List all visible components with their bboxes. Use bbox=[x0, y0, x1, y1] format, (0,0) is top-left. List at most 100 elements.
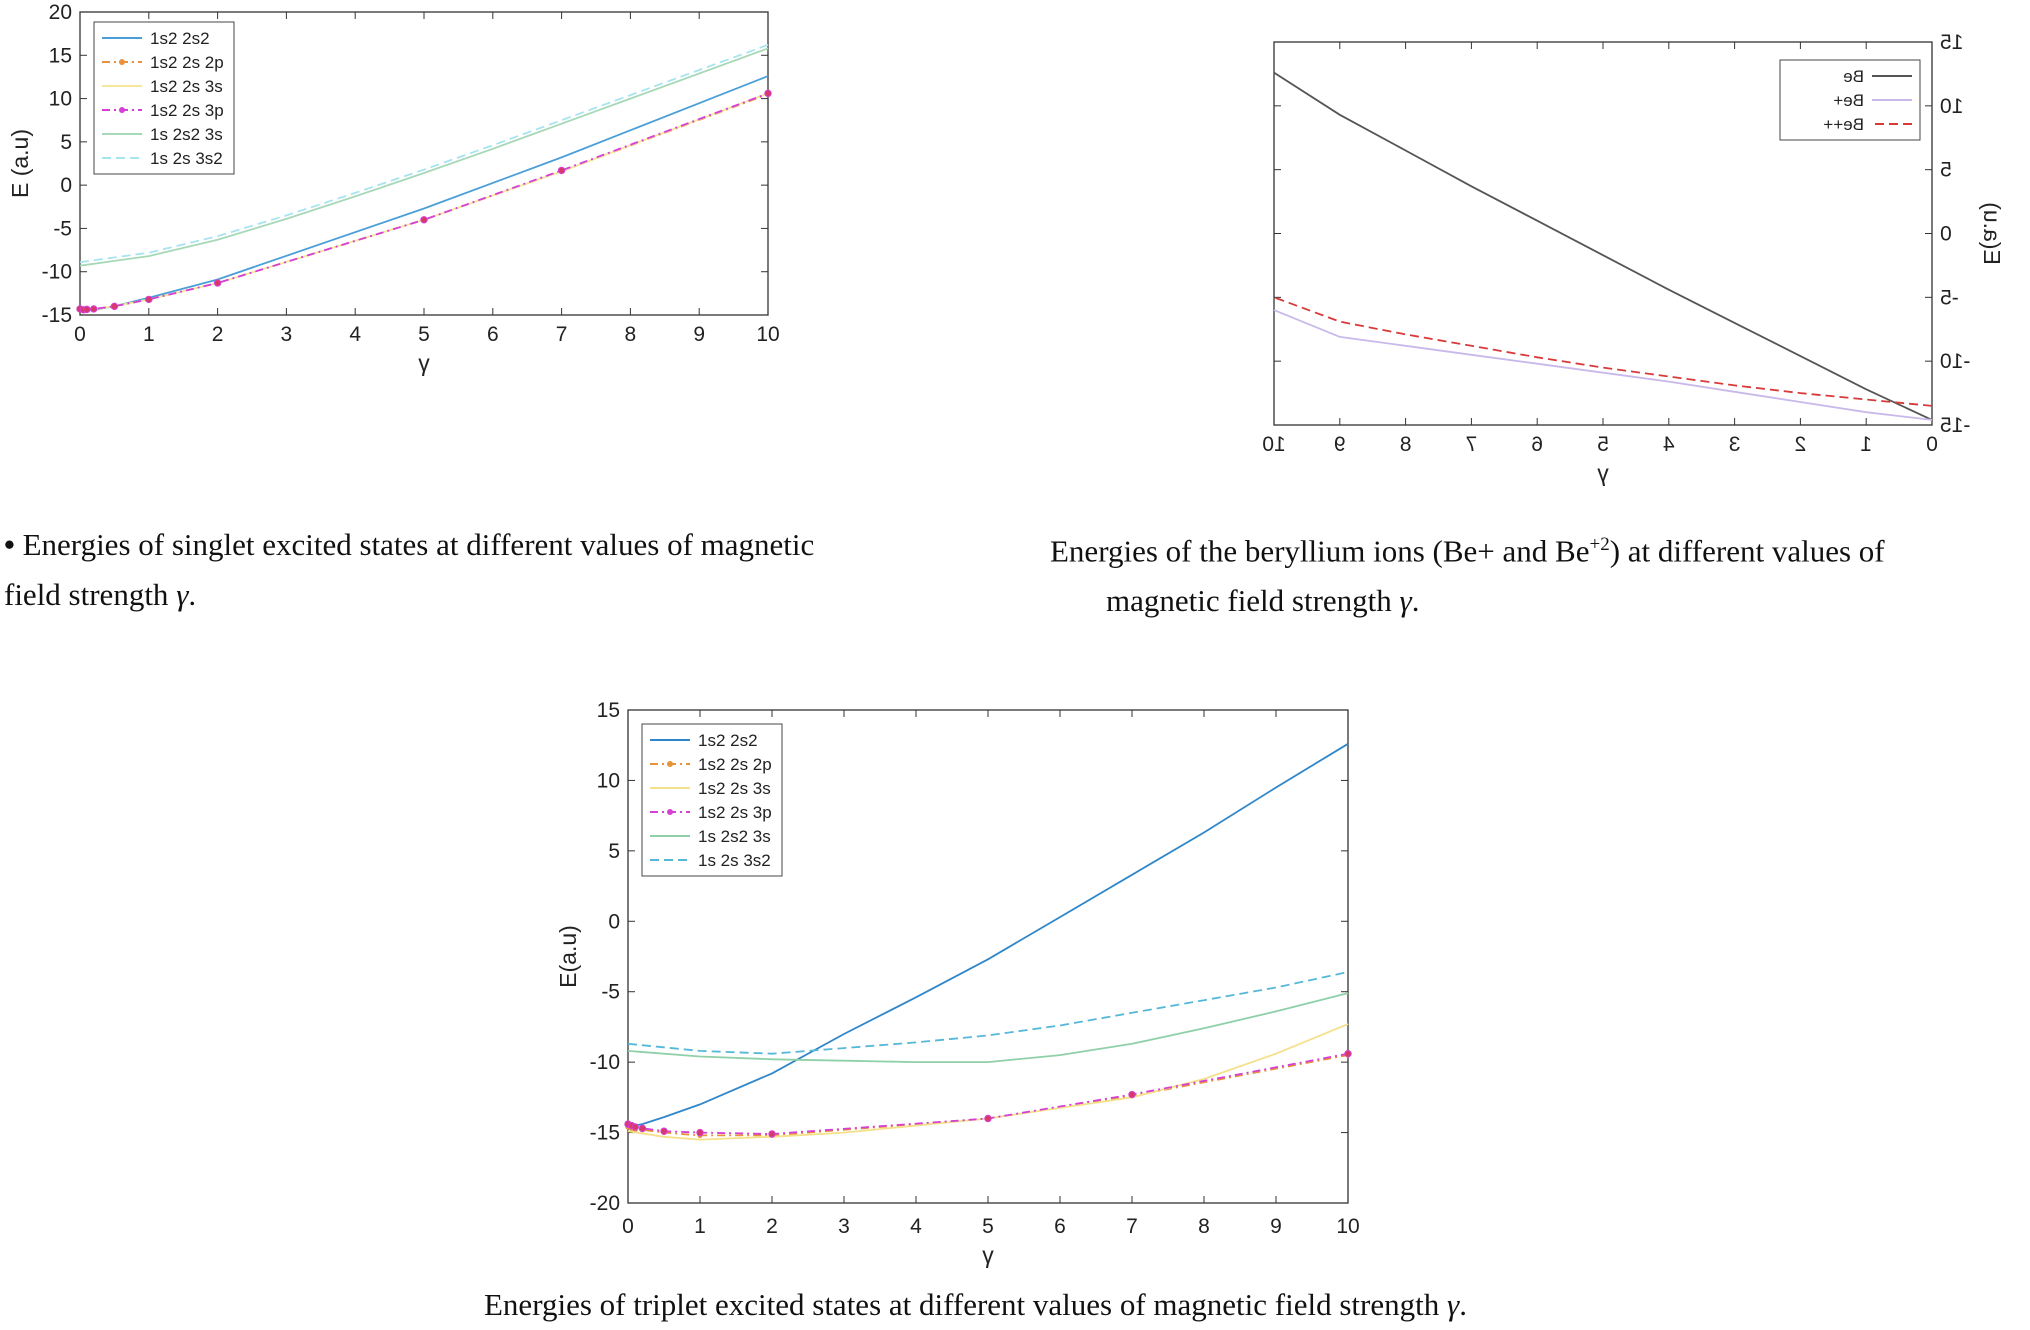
y-tick-label: -5 bbox=[53, 217, 72, 240]
legend-label: 1s 2s2 3s bbox=[698, 827, 771, 846]
legend-label: 1s 2s 3s2 bbox=[150, 149, 223, 168]
triplet-caption: Energies of triplet excited states at di… bbox=[484, 1287, 1467, 1322]
x-tick-label: 4 bbox=[1663, 433, 1675, 456]
x-axis-label: γ bbox=[1597, 460, 1609, 486]
x-tick-label: 8 bbox=[1400, 433, 1412, 456]
data-point bbox=[984, 1114, 992, 1123]
x-tick-label: 3 bbox=[838, 1215, 850, 1238]
legend-label: 1s 2s2 3s bbox=[150, 125, 223, 144]
triplet-chart: 0 1 2 3 4 5 6 7 8 9 10 -20 -15 -10 -5 0 5 10 15 γ E(a.u) 1s2 … bbox=[555, 699, 1360, 1268]
legend-label: Be bbox=[1843, 67, 1864, 86]
x-tick-label: 9 bbox=[1270, 1215, 1282, 1238]
legend-label: Be++ bbox=[1823, 115, 1864, 134]
legend-box bbox=[93, 21, 235, 175]
triplet-chart-panel: 0 1 2 3 4 5 6 7 8 9 10 -20 -15 -10 -5 0 5 10 15 γ E(a.u) 1s2 … bbox=[530, 680, 1590, 1270]
legend-label: 1s2 2s 3s bbox=[150, 77, 223, 96]
legend-marker-3 bbox=[667, 809, 673, 815]
x-tick-label: 1 bbox=[694, 1215, 706, 1238]
ions-chart-panel: 0 1 2 3 4 5 6 7 8 9 10 -15 -10 -5 0 5 10 15 γ E(a.u) Be Be+ Be… bbox=[1010, 0, 2030, 500]
x-tick-label: 9 bbox=[1334, 433, 1346, 456]
data-point bbox=[90, 305, 98, 313]
x-tick-label: 8 bbox=[625, 323, 637, 346]
y-tick-label: -10 bbox=[1940, 350, 1970, 373]
singlet-chart-panel: 0 1 2 3 4 5 6 7 8 9 10 -15 -10 -5 0 5 10 15 20 γ E (a.u) 1s2 … bbox=[0, 0, 920, 440]
gamma-symbol: γ bbox=[176, 577, 189, 612]
x-tick-label: 10 bbox=[1262, 433, 1285, 456]
x-tick-label: 2 bbox=[1795, 433, 1807, 456]
y-tick-label: 0 bbox=[608, 910, 620, 933]
data-point bbox=[696, 1128, 704, 1137]
data-point bbox=[145, 295, 153, 304]
x-axis-label: γ bbox=[418, 350, 430, 376]
y-tick-label: 0 bbox=[1940, 223, 1952, 246]
y-tick-label: -15 bbox=[42, 304, 72, 327]
series-line-4 bbox=[627, 992, 1349, 1064]
caption-bullet: • bbox=[4, 527, 15, 562]
series-line-5 bbox=[79, 44, 769, 264]
x-tick-label: 6 bbox=[487, 323, 499, 346]
y-tick-label: 5 bbox=[1940, 159, 1952, 182]
singlet-chart: 0 1 2 3 4 5 6 7 8 9 10 -15 -10 -5 0 5 10 15 20 γ E (a.u) 1s2 … bbox=[7, 1, 780, 376]
gamma-symbol: γ bbox=[1446, 1287, 1460, 1322]
ions-chart: 0 1 2 3 4 5 6 7 8 9 10 -15 -10 -5 0 5 10 15 γ E(a.u) Be Be+ Be… bbox=[1262, 31, 2005, 486]
series-line-0 bbox=[1273, 71, 1933, 421]
x-tick-label: 3 bbox=[1729, 433, 1741, 456]
series-line-5 bbox=[627, 971, 1349, 1055]
ions-caption-post: ) at different values of bbox=[1609, 533, 1885, 569]
series-line-1 bbox=[1273, 309, 1933, 421]
data-point bbox=[213, 279, 222, 287]
x-tick-label: 2 bbox=[766, 1215, 778, 1238]
y-tick-label: -20 bbox=[590, 1192, 620, 1215]
legend-label: 1s 2s 3s2 bbox=[698, 851, 771, 870]
y-tick-label: 15 bbox=[49, 44, 72, 67]
x-tick-label: 8 bbox=[1198, 1215, 1210, 1238]
legend-label: 1s2 2s 2p bbox=[698, 755, 772, 774]
series-line-2 bbox=[1273, 296, 1933, 407]
data-point bbox=[420, 216, 428, 224]
data-point bbox=[660, 1127, 668, 1135]
gamma-symbol: γ bbox=[1399, 583, 1412, 619]
y-tick-label: -5 bbox=[1940, 286, 1959, 309]
singlet-caption: • Energies of singlet excited states at … bbox=[4, 527, 815, 612]
y-tick-label: 10 bbox=[49, 88, 72, 111]
x-tick-label: 1 bbox=[1860, 433, 1872, 456]
y-tick-label: -10 bbox=[42, 261, 72, 284]
legend-marker-1 bbox=[667, 761, 673, 767]
legend-label: 1s2 2s 3s bbox=[698, 779, 771, 798]
singlet-caption-line2: field strength bbox=[4, 577, 169, 612]
y-axis-label: E(a.u) bbox=[1979, 202, 2005, 265]
legend-label: 1s2 2s 2p bbox=[150, 53, 224, 72]
y-tick-label: -5 bbox=[601, 981, 620, 1004]
y-axis-label: E(a.u) bbox=[555, 925, 581, 988]
x-tick-label: 4 bbox=[910, 1215, 922, 1238]
x-tick-label: 6 bbox=[1531, 433, 1543, 456]
legend-label: 1s2 2s2 bbox=[698, 731, 758, 750]
x-tick-label: 2 bbox=[212, 323, 224, 346]
x-tick-label: 7 bbox=[1126, 1215, 1138, 1238]
data-point bbox=[764, 89, 772, 98]
singlet-caption-line1: Energies of singlet excited states at di… bbox=[22, 527, 815, 562]
triplet-caption-line: Energies of triplet excited states at di… bbox=[484, 1287, 1440, 1322]
y-tick-label: 15 bbox=[1940, 31, 1963, 54]
data-point bbox=[631, 1123, 639, 1131]
data-point bbox=[1344, 1049, 1352, 1058]
data-point bbox=[557, 166, 566, 175]
x-tick-label: 0 bbox=[622, 1215, 634, 1238]
data-point bbox=[110, 302, 119, 311]
y-tick-label: 15 bbox=[597, 699, 620, 722]
legend-label: 1s2 2s 3p bbox=[698, 803, 772, 822]
series-line-4 bbox=[79, 47, 769, 267]
x-tick-label: 3 bbox=[281, 323, 293, 346]
y-tick-label: -15 bbox=[1940, 414, 1970, 437]
x-tick-label: 1 bbox=[143, 323, 155, 346]
y-tick-label: 5 bbox=[60, 131, 72, 154]
ions-caption: Energies of the beryllium ions (Be+ and … bbox=[1050, 533, 1885, 619]
y-tick-label: -10 bbox=[590, 1051, 620, 1074]
y-tick-label: 0 bbox=[60, 174, 72, 197]
ions-caption-superscript: +2 bbox=[1589, 534, 1610, 555]
x-tick-label: 7 bbox=[1466, 433, 1478, 456]
x-tick-label: 5 bbox=[1597, 433, 1609, 456]
data-point bbox=[83, 305, 91, 314]
x-tick-label: 6 bbox=[1054, 1215, 1066, 1238]
y-tick-label: 10 bbox=[1940, 95, 1963, 118]
